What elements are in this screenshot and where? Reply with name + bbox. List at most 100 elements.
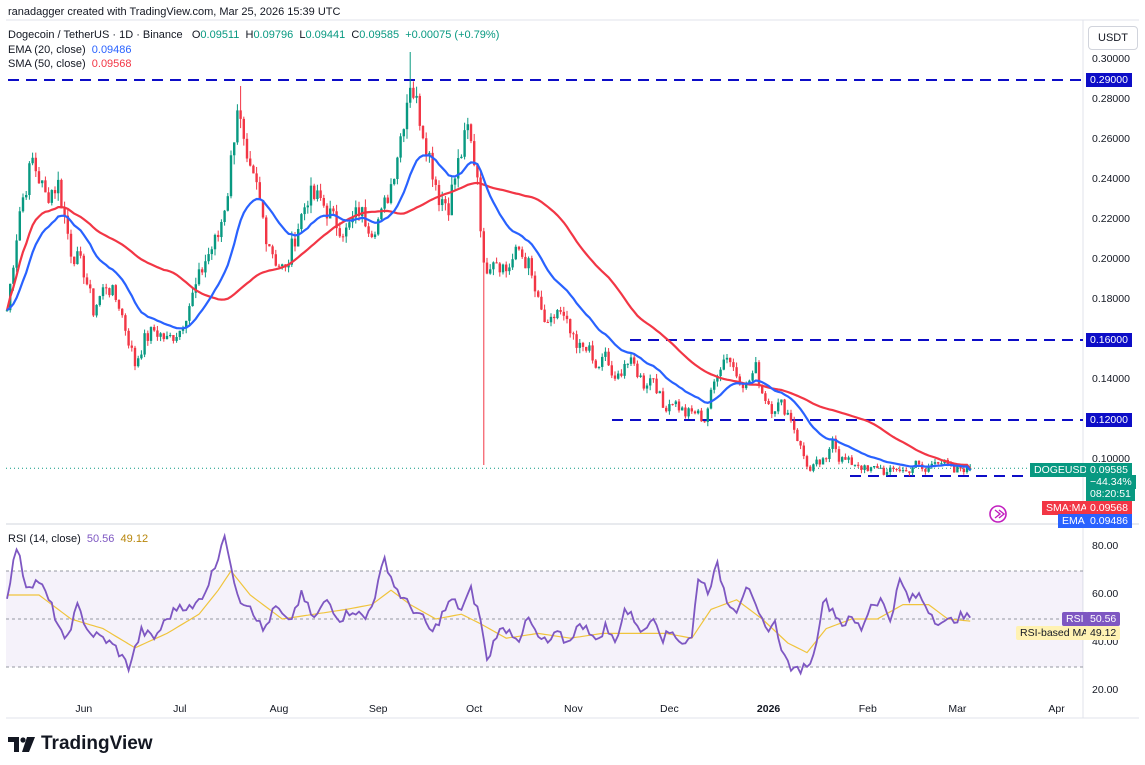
candle-body <box>505 264 508 272</box>
candle-body <box>745 382 748 389</box>
candle-body <box>361 207 364 217</box>
rsi-line <box>6 532 971 676</box>
candle-body <box>905 470 908 472</box>
close-value: 0.09585 <box>359 29 400 41</box>
price-tick-label: 0.10000 <box>1092 453 1130 465</box>
candle-body <box>642 375 645 389</box>
candle-body <box>380 208 383 220</box>
candle-body <box>329 208 332 219</box>
candle-body <box>293 238 297 247</box>
candle-body <box>373 234 377 238</box>
candle-body <box>677 401 681 411</box>
candle-body <box>527 258 530 269</box>
currency-button[interactable]: USDT <box>1088 26 1138 50</box>
candle-body <box>239 110 242 119</box>
sma-label: SMA (50, close) <box>8 58 86 70</box>
candle-body <box>348 222 351 228</box>
brand-name: TradingView <box>41 733 153 754</box>
candle-body <box>617 373 620 379</box>
tradingview-mark-icon <box>8 737 35 752</box>
candle-body <box>389 184 393 203</box>
time-tick-label: Mar <box>948 703 967 715</box>
ema-tag-label: EMA <box>1058 514 1089 528</box>
candle-body <box>933 462 937 464</box>
level-tag: 0.16000 <box>1086 333 1132 347</box>
candle-body <box>357 207 361 217</box>
rsi-legend: RSI (14, close) 50.56 49.12 <box>8 533 148 545</box>
candle-body <box>898 469 901 471</box>
rsi-tick-label: 20.00 <box>1092 684 1119 696</box>
candle-body <box>322 197 325 206</box>
sma-legend: SMA (50, close) 0.09568 <box>8 58 132 70</box>
candle-body <box>965 464 969 473</box>
candle-body <box>201 269 204 273</box>
candle-body <box>364 207 367 227</box>
candle-body <box>473 141 476 166</box>
time-tick-label: Dec <box>660 703 679 715</box>
candle-body <box>457 158 460 179</box>
price-tick-label: 0.28000 <box>1092 93 1130 105</box>
candle-body <box>498 263 501 273</box>
candle-body <box>354 207 357 218</box>
candle-body <box>92 288 95 316</box>
candle-body <box>434 179 437 185</box>
candle-body <box>12 267 15 284</box>
time-tick-label: Jul <box>173 703 187 715</box>
candle-body <box>21 197 25 212</box>
close-label: C <box>351 29 360 41</box>
candle-body <box>524 256 527 269</box>
candle-body <box>405 102 409 130</box>
candle-body <box>265 217 268 245</box>
candle-body <box>825 458 828 460</box>
candle-body <box>521 249 524 257</box>
candle-body <box>876 466 879 469</box>
rsi-ma-value: 49.12 <box>120 533 149 545</box>
candle-body <box>121 308 124 316</box>
change-value: +0.00075 (+0.79%) <box>405 29 500 41</box>
candle-body <box>69 233 73 257</box>
candle-body <box>924 469 927 472</box>
candle-body <box>834 438 837 450</box>
candle-body <box>719 369 722 377</box>
candle-body <box>181 328 185 331</box>
candle-body <box>469 124 473 142</box>
replay-icon[interactable] <box>989 505 1007 523</box>
candle-body <box>729 357 732 363</box>
rsi-value: 50.56 <box>86 533 115 545</box>
time-tick-label: Apr <box>1048 703 1065 715</box>
candle-body <box>178 330 181 338</box>
candle-body <box>165 335 169 340</box>
rsi-label: RSI (14, close) <box>8 533 81 545</box>
candle-body <box>425 138 428 156</box>
candle-body <box>453 178 457 185</box>
rsi-tick-label: 80.00 <box>1092 540 1119 552</box>
candle-body <box>290 238 293 265</box>
tradingview-logo[interactable]: TradingView <box>8 733 153 755</box>
candle-body <box>818 459 821 465</box>
candle-body <box>220 221 223 238</box>
candle-body <box>28 163 31 196</box>
candle-body <box>217 234 220 238</box>
candle-body <box>575 334 578 348</box>
candle-body <box>345 227 348 237</box>
candle-body <box>63 208 66 216</box>
countdown-tag: 08:20:51 <box>1086 487 1135 501</box>
candle-body <box>277 265 281 267</box>
candle-body <box>460 156 463 159</box>
candle-body <box>633 357 636 364</box>
candle-body <box>287 264 290 268</box>
sma50-line <box>5 181 972 470</box>
candle-body <box>953 465 956 473</box>
candle-body <box>441 199 444 206</box>
candle-body <box>57 179 60 194</box>
candle-body <box>543 309 546 323</box>
candle-body <box>626 363 629 365</box>
candle-body <box>175 337 178 341</box>
candle-body <box>799 440 802 446</box>
candle-body <box>300 214 303 230</box>
candle-body <box>578 342 581 348</box>
sma-value: 0.09568 <box>91 58 132 70</box>
candle-body <box>127 330 130 346</box>
candle-body <box>821 458 825 465</box>
